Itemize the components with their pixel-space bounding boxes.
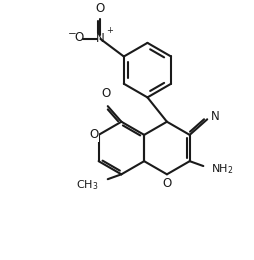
Text: CH$_3$: CH$_3$ xyxy=(75,178,98,192)
Text: O: O xyxy=(89,128,98,141)
Text: O: O xyxy=(162,177,171,190)
Text: N: N xyxy=(211,110,220,123)
Text: +: + xyxy=(106,26,113,35)
Text: O: O xyxy=(101,87,110,100)
Text: O: O xyxy=(96,2,105,15)
Text: NH$_2$: NH$_2$ xyxy=(211,162,234,176)
Text: O: O xyxy=(74,31,84,44)
Text: N: N xyxy=(96,32,105,46)
Text: −: − xyxy=(68,29,77,39)
